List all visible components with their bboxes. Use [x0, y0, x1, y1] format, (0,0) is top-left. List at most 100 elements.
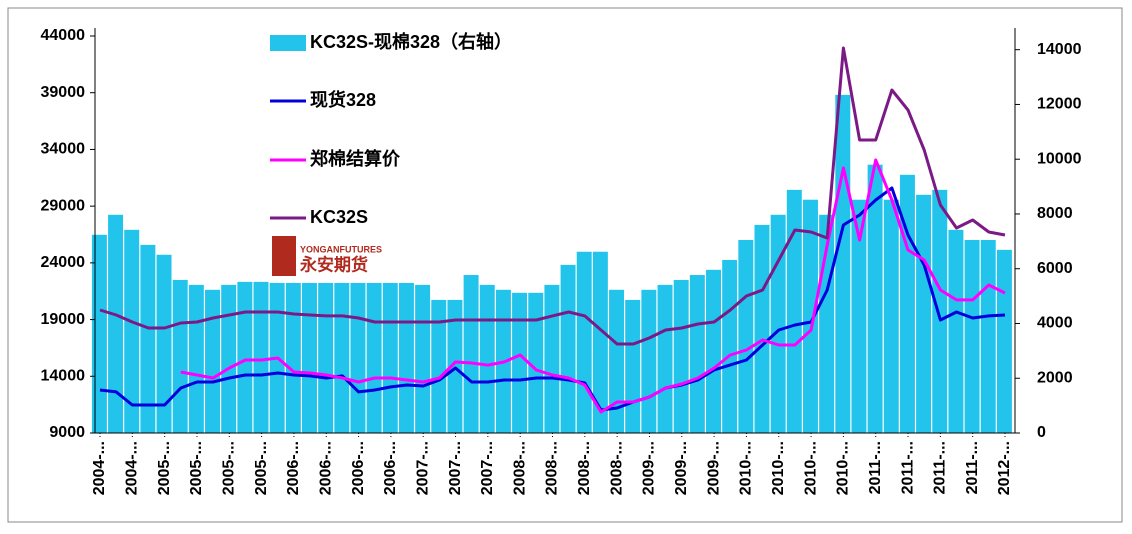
bar [916, 194, 932, 433]
x-tick-label: 2008-... [511, 441, 528, 495]
x-tick-label: 2006-... [382, 441, 399, 495]
x-tick-label: 2006-... [350, 441, 367, 495]
bar [512, 292, 528, 433]
legend-label: KC32S-现棉328（右轴） [310, 31, 512, 52]
bar [463, 275, 479, 433]
bar [124, 229, 140, 433]
x-tick-label: 2005-... [221, 441, 238, 495]
bar [318, 282, 334, 433]
bar [91, 234, 107, 433]
bar [738, 239, 754, 433]
x-tick-label: 2004-... [91, 441, 108, 495]
x-tick-label: 2008-... [576, 441, 593, 495]
x-tick-label: 2008-... [544, 441, 561, 495]
bar [398, 282, 414, 433]
x-tick-label: 2005-... [188, 441, 205, 495]
bar [932, 189, 948, 433]
bar [285, 282, 301, 433]
x-tick-label: 2012-... [996, 441, 1013, 495]
bar [188, 284, 204, 433]
y-tick-label: 19000 [41, 311, 86, 328]
bar [221, 284, 237, 433]
x-tick-label: 2010-... [770, 441, 787, 495]
bar [835, 94, 851, 434]
bar [786, 189, 802, 433]
y2-tick-label: 0 [1037, 424, 1046, 441]
x-tick-label: 2011-... [899, 441, 916, 494]
bar [576, 251, 592, 433]
bar [964, 239, 980, 433]
bar [366, 282, 382, 433]
x-tick-label: 2007-... [414, 441, 431, 495]
legend-label: 郑棉结算价 [310, 148, 401, 169]
logo-mark [272, 236, 296, 276]
line [99, 46, 1006, 346]
x-tick-label: 2010-... [802, 441, 819, 495]
x-tick-label: 2008-... [608, 441, 625, 495]
y-tick-label: 34000 [41, 141, 86, 158]
bar [754, 224, 770, 433]
bar [334, 282, 350, 433]
bar [867, 164, 883, 434]
bar [592, 251, 608, 433]
x-tick-label: 2006-... [285, 441, 302, 495]
x-tick-label: 2011-... [867, 441, 884, 494]
x-tick-label: 2010-... [835, 441, 852, 495]
logo-cn: 永安期货 [299, 254, 368, 274]
bar [479, 284, 495, 433]
x-tick-label: 2011-... [964, 441, 981, 494]
bar [851, 199, 867, 433]
x-tick-label: 2006-... [317, 441, 334, 495]
y2-tick-label: 12000 [1037, 96, 1082, 113]
bar [108, 214, 124, 433]
bar [625, 299, 641, 433]
bar [172, 279, 188, 433]
legend-label: 现货328 [310, 89, 376, 110]
x-tick-label: 2009-... [673, 441, 690, 495]
y-tick-label: 39000 [41, 84, 86, 101]
x-tick-label: 2009-... [705, 441, 722, 495]
bar [980, 239, 996, 433]
bar [689, 275, 705, 433]
y-tick-label: 44000 [41, 27, 86, 44]
x-tick-label: 2007-... [447, 441, 464, 495]
y2-tick-label: 10000 [1037, 150, 1082, 167]
bar [948, 229, 964, 433]
bar [641, 289, 657, 433]
bar [447, 299, 463, 433]
y2-tick-label: 2000 [1037, 369, 1073, 386]
x-tick-label: 2004-... [124, 441, 141, 495]
legend-label: KC32S [310, 207, 368, 227]
bar [140, 244, 156, 433]
bar [706, 269, 721, 433]
bar [722, 259, 738, 433]
bar [770, 214, 786, 433]
bar [528, 292, 544, 433]
x-tick-label: 2007-... [479, 441, 496, 495]
bar [657, 284, 673, 433]
y-tick-label: 9000 [49, 424, 85, 441]
x-tick-label: 2009-... [641, 441, 658, 495]
y-tick-label: 14000 [41, 368, 86, 385]
bar [205, 289, 221, 433]
x-tick-label: 2005-... [156, 441, 173, 495]
y-tick-label: 24000 [41, 254, 86, 271]
legend-swatch [270, 35, 306, 51]
bar [673, 279, 689, 433]
x-tick-label: 2011-... [932, 441, 949, 494]
y2-tick-label: 14000 [1037, 41, 1082, 58]
logo: YONGANFUTURES 永安期货 [272, 236, 382, 276]
bar [431, 299, 447, 433]
bar [350, 282, 366, 433]
bar [996, 249, 1012, 433]
bar [560, 264, 576, 433]
line [180, 158, 1006, 414]
bar [609, 289, 625, 433]
bar [883, 199, 899, 433]
bar [544, 284, 560, 433]
y2-tick-label: 8000 [1037, 205, 1073, 222]
bar [382, 282, 398, 433]
x-tick-label: 2005-... [253, 441, 270, 495]
y-tick-label: 29000 [41, 197, 86, 214]
